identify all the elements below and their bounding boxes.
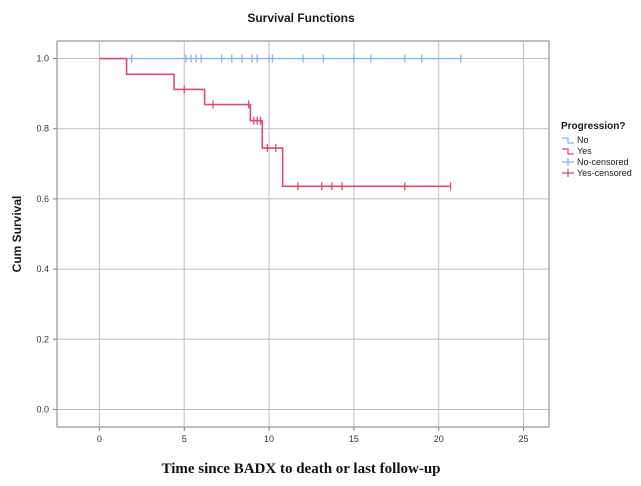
grid: [57, 41, 549, 427]
y-axis-label: Cum Survival: [10, 196, 24, 273]
plot-frame: [56, 40, 550, 428]
x-tick-label: 20: [434, 434, 444, 444]
x-tick-label: 5: [182, 434, 187, 444]
legend-label-yes: Yes: [577, 146, 592, 156]
series-layer: [99, 54, 462, 191]
legend-swatch-yes: [562, 148, 574, 155]
tick-labels: 0 5 10 15 20 25 0.0 0.2 0.4 0.6 0.8 1.0: [36, 54, 528, 444]
x-tick-label: 0: [97, 434, 102, 444]
x-tick-label: 15: [349, 434, 359, 444]
x-tick-label: 10: [264, 434, 274, 444]
y-tick-label: 0.4: [36, 264, 49, 274]
legend-label-yes-censored: Yes-censored: [577, 168, 632, 178]
legend: Progression? NoYesNo-censoredYes-censore…: [561, 121, 632, 178]
legend-title: Progression?: [561, 121, 625, 132]
y-tick-label: 0.6: [36, 194, 49, 204]
y-tick-label: 0.2: [36, 334, 49, 344]
survival-curve-yes: [99, 57, 451, 188]
chart-title: Survival Functions: [247, 11, 355, 25]
legend-label-no-censored: No-censored: [577, 157, 629, 167]
legend-swatch-no: [562, 137, 574, 144]
x-axis-label: Time since BADX to death or last follow-…: [161, 461, 440, 477]
legend-label-no: No: [577, 135, 589, 145]
x-tick-label: 25: [519, 434, 529, 444]
y-tick-label: 0.0: [36, 404, 49, 414]
y-tick-label: 1.0: [36, 54, 49, 64]
y-tick-label: 0.8: [36, 124, 49, 134]
